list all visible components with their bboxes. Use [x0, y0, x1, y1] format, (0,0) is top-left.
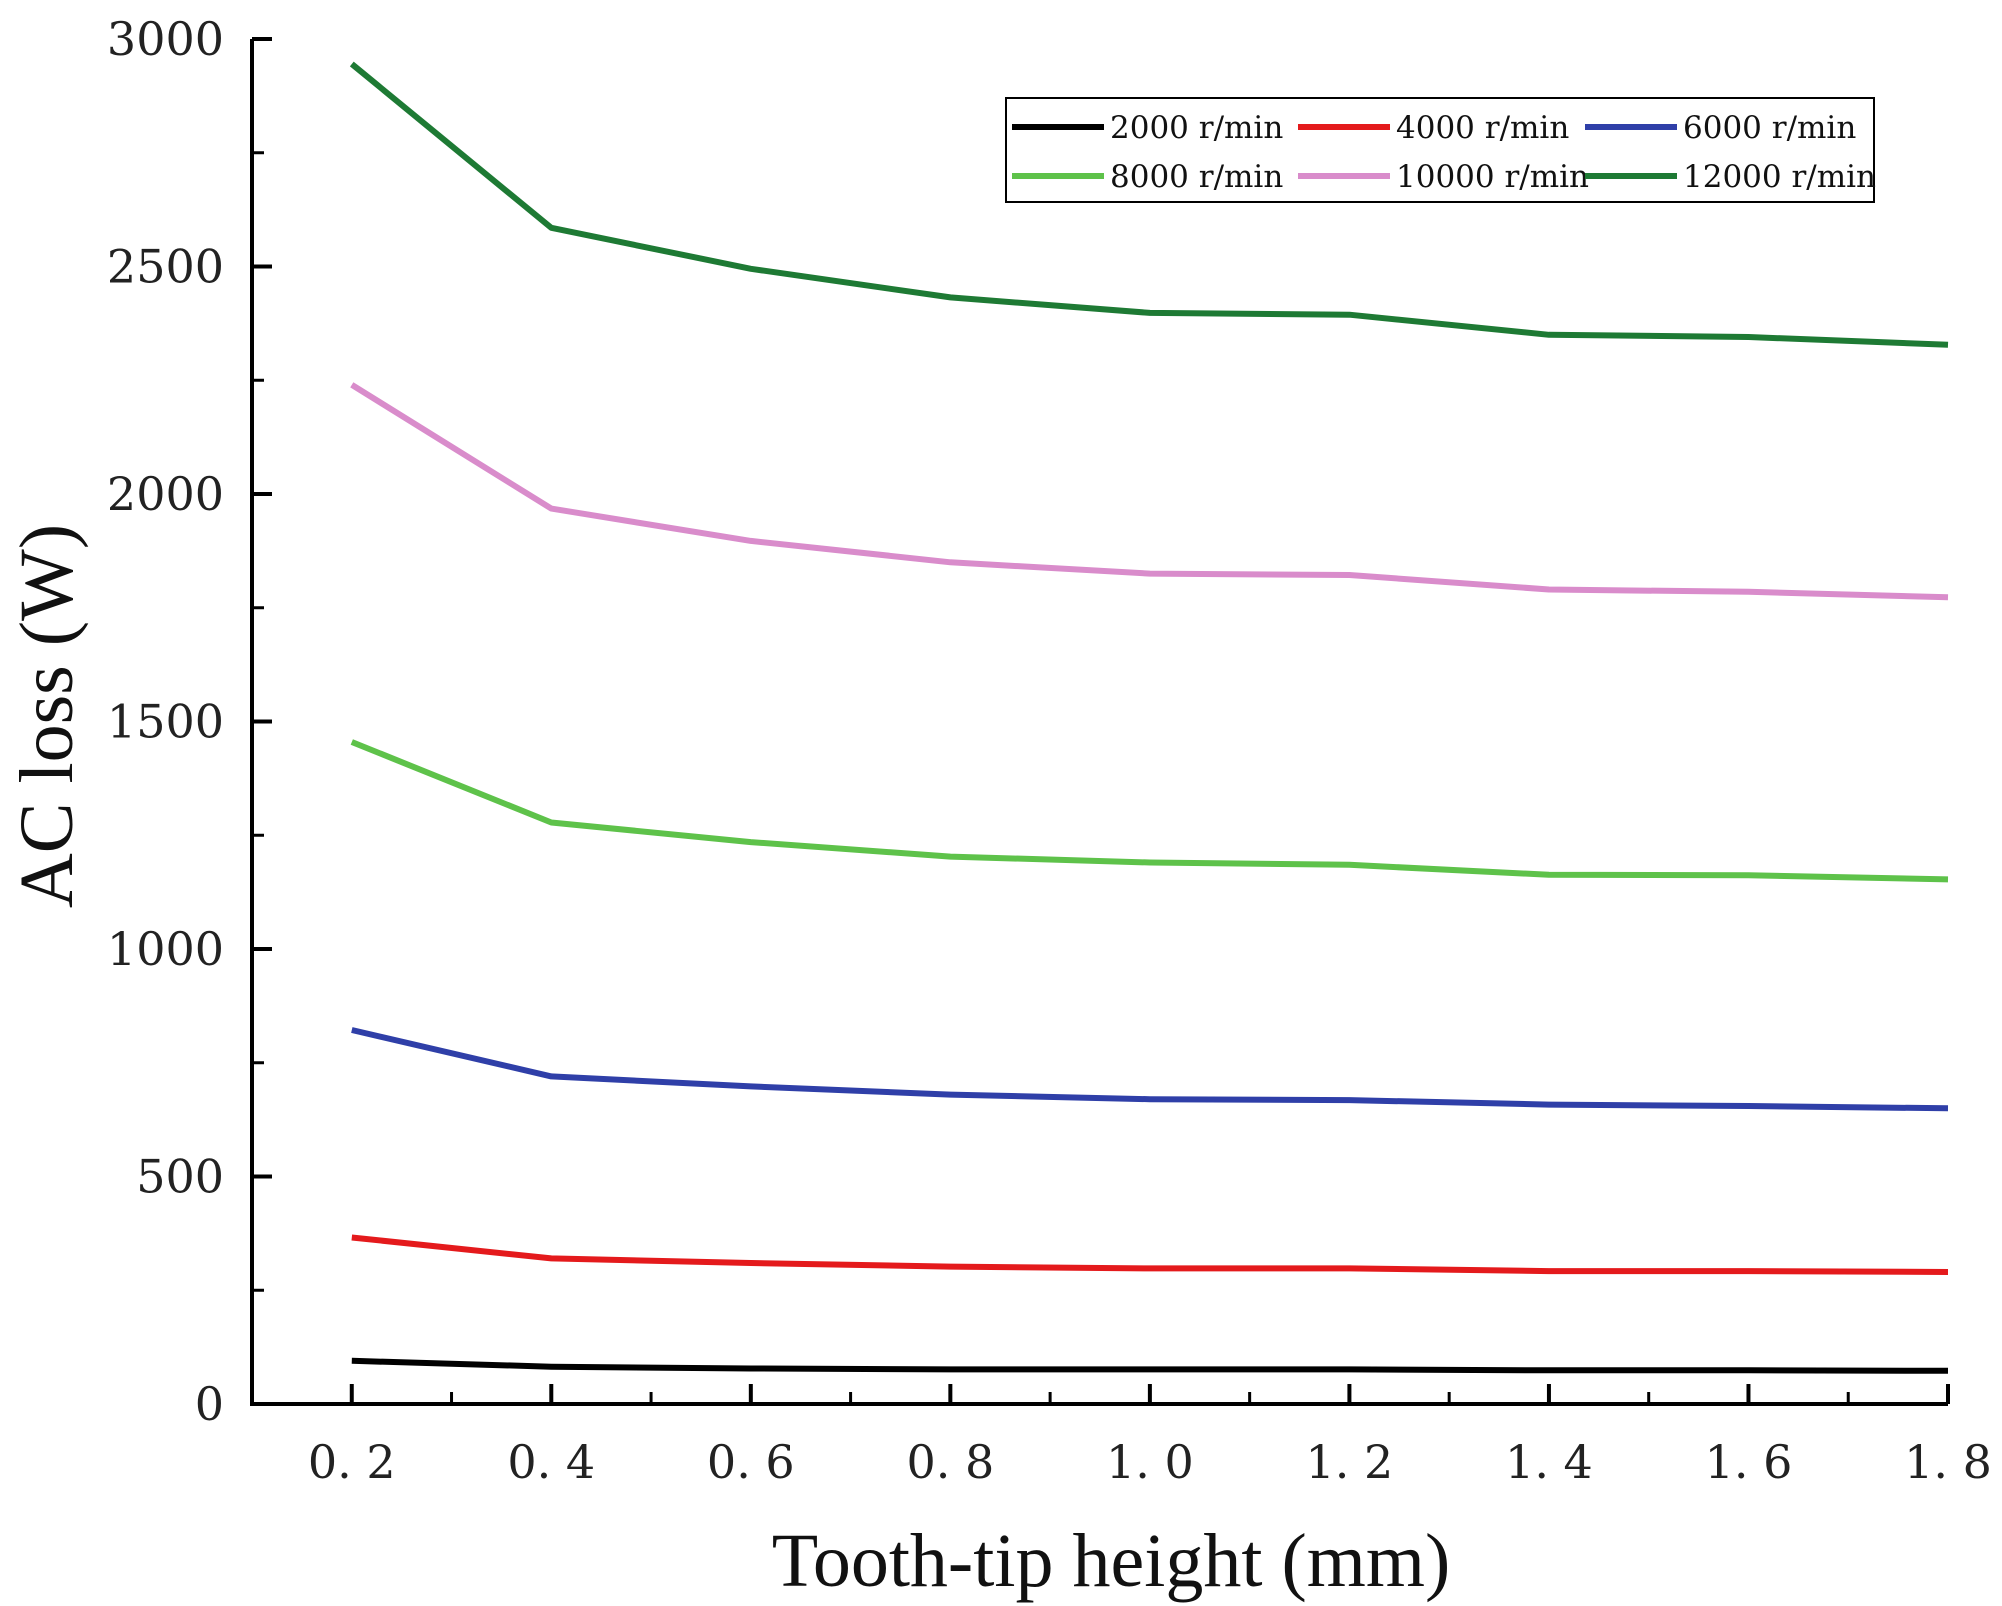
series-layer — [349, 61, 1949, 1374]
y-tick-label: 0 — [195, 1377, 224, 1431]
series-line-6000-r-min — [351, 1027, 1949, 1112]
legend-box — [1005, 97, 1875, 203]
x-tick-label: 0. 4 — [507, 1435, 595, 1489]
series-line-10000-r-min — [350, 382, 1949, 601]
x-axis-title: Tooth-tip height (mm) — [772, 1519, 1451, 1603]
legend-label-10000-r-min: 10000 r/min — [1396, 159, 1589, 195]
series-line-4000-r-min — [351, 1234, 1949, 1275]
y-axis-title: AC loss (W) — [5, 524, 89, 908]
y-tick-label: 500 — [136, 1150, 224, 1204]
y-tick-label: 1000 — [107, 922, 224, 976]
x-tick-label: 0. 6 — [707, 1435, 795, 1489]
axes-layer — [250, 39, 1948, 1406]
ticks-layer: 0 500 1000 1500 2000 2500 3000 0. 2 0. 4 0. 6 0. 8… — [107, 12, 1992, 1489]
x-tick-label: 0. 2 — [308, 1435, 396, 1489]
legend-label-4000-r-min: 4000 r/min — [1396, 110, 1569, 146]
series-line-12000-r-min — [349, 61, 1949, 348]
x-tick-label: 1. 8 — [1904, 1435, 1992, 1489]
x-tick-label: 0. 8 — [906, 1435, 994, 1489]
legend-label-6000-r-min: 6000 r/min — [1683, 110, 1856, 146]
legend: 2000 r/min 4000 r/min 6000 r/min 8000 r/min… — [1005, 97, 1876, 203]
y-tick-label: 1500 — [107, 695, 224, 749]
y-tick-label: 3000 — [107, 12, 224, 66]
legend-label-2000-r-min: 2000 r/min — [1110, 110, 1283, 146]
x-tick-label: 1. 0 — [1106, 1435, 1194, 1489]
legend-label-8000-r-min: 8000 r/min — [1110, 159, 1283, 195]
y-tick-label: 2000 — [107, 467, 224, 521]
legend-label-12000-r-min: 12000 r/min — [1683, 159, 1876, 195]
x-tick-label: 1. 6 — [1705, 1435, 1793, 1489]
series-line-2000-r-min — [351, 1357, 1949, 1374]
y-tick-label: 2500 — [107, 240, 224, 294]
x-tick-label: 1. 4 — [1505, 1435, 1593, 1489]
x-tick-label: 1. 2 — [1306, 1435, 1394, 1489]
series-line-8000-r-min — [350, 739, 1949, 883]
